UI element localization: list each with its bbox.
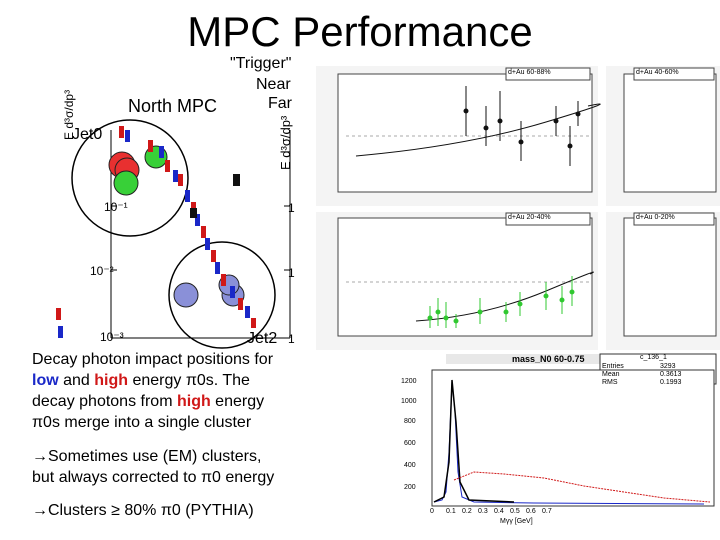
cluster-green-blob (113, 170, 139, 196)
hist-xtick: 0.2 (462, 508, 472, 515)
tick-1a: 1 (288, 201, 295, 215)
hist-xtick: 0.4 (494, 508, 504, 515)
low-word: low (32, 372, 59, 389)
high-word: high (94, 372, 129, 389)
hist-ytick: 1200 (401, 378, 417, 385)
spectrum-points (56, 126, 256, 338)
stats-rms-value: 0.1993 (660, 379, 682, 386)
tick-10m3: 10⁻³ (100, 330, 124, 344)
panel-3-points (346, 271, 594, 328)
jet2-circle (168, 241, 276, 349)
high-word: high (176, 393, 211, 410)
hist-xtick: 0.7 (542, 508, 552, 515)
panel-4-title: d+Au 0-20% (636, 214, 675, 221)
panel-3-title: d+Au 20-40% (508, 214, 551, 221)
hist-ytick: 1000 (401, 398, 417, 405)
ratio-panels (316, 66, 720, 350)
hist-xtick: 0.3 (478, 508, 488, 515)
bullet-1: →Sometimes use (EM) clusters, but always… (32, 448, 275, 486)
stats-mean-label: Mean (602, 371, 620, 378)
panel-1-title: d+Au 60-88% (508, 69, 551, 76)
stats-entries-value: 3293 (660, 363, 676, 370)
description-line-1: Decay photon impact positions for (32, 351, 274, 368)
pi0-spectrum-figure (56, 119, 291, 349)
tick-10m2: 10⁻² (90, 264, 114, 278)
description-line-4: π0s merge into a single cluster (32, 414, 252, 431)
hist-ytick: 200 (404, 484, 416, 491)
mass-histogram (431, 353, 717, 507)
hist-ytick: 600 (404, 440, 416, 447)
hist-ytick: 800 (404, 418, 416, 425)
near-label: Near (256, 76, 291, 93)
hist-xlabel: Mγγ [GeV] (500, 518, 533, 525)
histogram-stats-name: c_136_1 (640, 354, 667, 361)
far-label: Far (268, 95, 292, 112)
jet2-label: Jet2 (247, 330, 278, 347)
trigger-label: "Trigger" (230, 55, 292, 72)
cluster-blue-blob (173, 282, 199, 308)
hist-xtick: 0.6 (526, 508, 536, 515)
right-axis-label: E d³σ/dp³ (278, 115, 293, 170)
panel-2-title: d+Au 40-60% (636, 69, 679, 76)
hist-xtick: 0.5 (510, 508, 520, 515)
page-title: MPC Performance (187, 8, 533, 55)
hist-xtick: 0 (430, 508, 434, 515)
stats-mean-value: 0.3613 (660, 371, 682, 378)
hist-ytick: 400 (404, 462, 416, 469)
panel-1-points (346, 86, 601, 166)
north-mpc-label: North MPC (128, 96, 218, 116)
tick-10m1: 10⁻¹ (104, 200, 128, 214)
description-text: Decay photon impact positions for low an… (32, 349, 322, 433)
hist-xtick: 0.1 (446, 508, 456, 515)
histogram-red (453, 471, 711, 503)
stats-entries-label: Entries (602, 363, 624, 370)
jet0-label: Jet0 (72, 126, 103, 143)
bullet-2: →Clusters ≥ 80% π0 (PYTHIA) (32, 502, 254, 519)
description-line-3: decay photons from high energy (32, 393, 265, 410)
tick-1c: 1 (288, 332, 295, 346)
histogram-fit (433, 379, 515, 503)
left-axis-label: E d³σ/dp³ (62, 89, 76, 140)
jet0-circle (71, 119, 189, 237)
description-line-2: low and high energy π0s. The (32, 372, 250, 389)
stats-rms-label: RMS (602, 379, 618, 386)
histogram-title: mass_N0 60-0.75 (512, 354, 585, 364)
tick-1b: 1 (288, 266, 295, 280)
